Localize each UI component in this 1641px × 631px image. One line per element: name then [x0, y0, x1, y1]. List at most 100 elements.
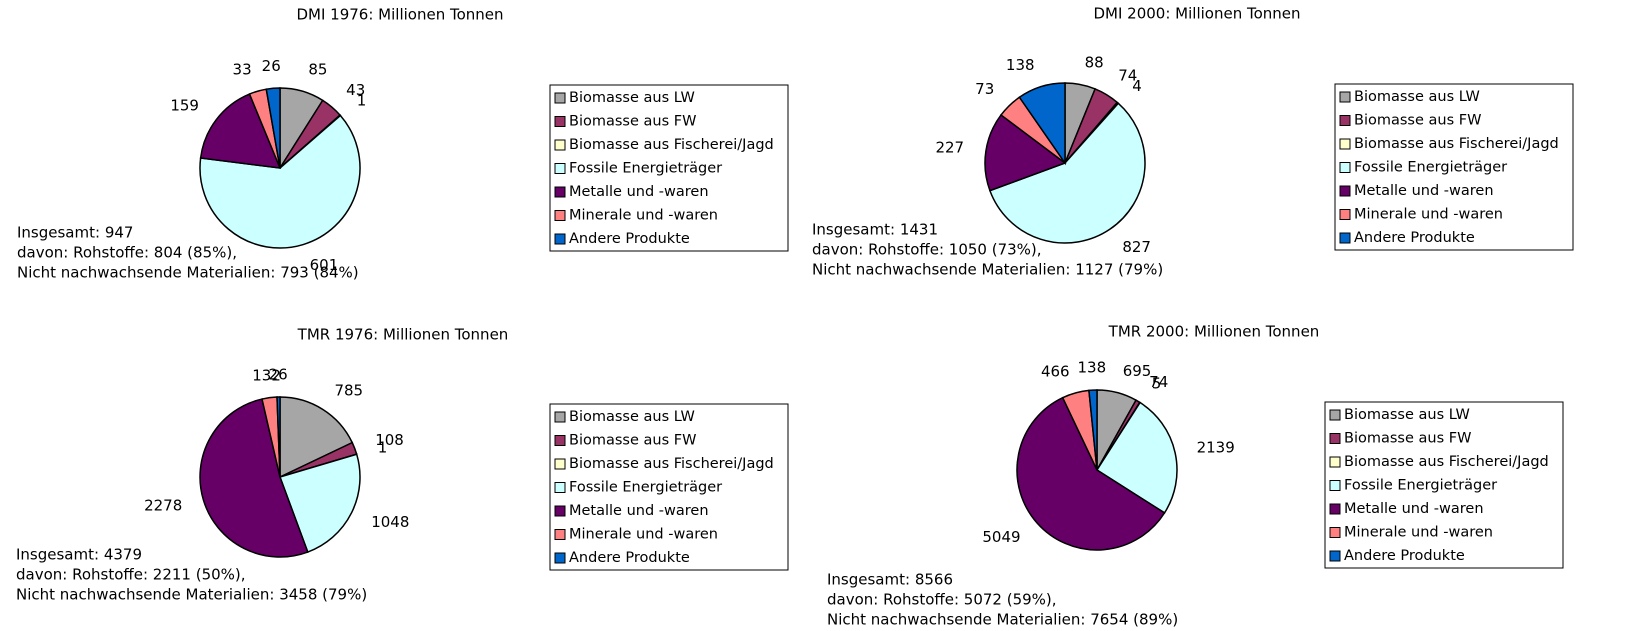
legend-label: Minerale und -waren [569, 208, 718, 224]
slice-label: 227 [935, 139, 964, 157]
legend-swatch [554, 139, 566, 151]
chart-title: DMI 1976: Millionen Tonnen [296, 6, 503, 24]
chart-title: DMI 2000: Millionen Tonnen [1093, 5, 1300, 23]
slice-label: 2139 [1197, 438, 1235, 456]
legend-label: Biomasse aus Fischerei/Jagd [1344, 454, 1549, 470]
slice-label: 1048 [371, 513, 409, 531]
slice-label: 74 [1118, 66, 1137, 84]
legend-label: Biomasse aus FW [1354, 113, 1481, 129]
legend-label: Minerale und -waren [1344, 525, 1493, 541]
legend-label: Andere Produkte [1354, 230, 1475, 246]
legend-label: Andere Produkte [1344, 548, 1465, 564]
legend-swatch [1339, 209, 1351, 220]
legend-label: Andere Produkte [569, 550, 690, 566]
slice-label: 132 [252, 366, 281, 384]
slice-label: 5049 [982, 528, 1020, 546]
legend-swatch [554, 482, 566, 493]
pie-slice [199, 114, 361, 249]
legend-label: Biomasse aus LW [569, 90, 695, 106]
legend-swatch [1329, 480, 1341, 491]
slice-label: 159 [170, 97, 199, 115]
slice-label: 695 [1123, 362, 1152, 380]
legend-swatch [554, 458, 566, 470]
legend-label: Metalle und -waren [1344, 501, 1484, 517]
legend-swatch [554, 552, 566, 564]
slice-label: 108 [375, 431, 404, 449]
legend-label: Biomasse aus LW [1344, 407, 1470, 423]
pie-slice [988, 102, 1146, 244]
annotation: Insgesamt: 4379 [16, 546, 142, 564]
legend-label: Biomasse aus LW [1354, 89, 1480, 105]
legend-box [1334, 83, 1574, 251]
legend-label: Andere Produkte [569, 231, 690, 247]
slice-label: 1 [378, 438, 388, 456]
legend-label: Metalle und -waren [569, 184, 709, 200]
annotation: davon: Rohstoffe: 5072 (59%), [827, 591, 1057, 609]
legend-swatch [1339, 185, 1351, 197]
pie-slice [265, 87, 281, 169]
legend-box [549, 84, 789, 252]
legend-swatch [1329, 550, 1341, 562]
annotation: Insgesamt: 1431 [812, 221, 938, 239]
legend-label: Biomasse aus FW [569, 114, 696, 130]
slice-label: 88 [1085, 53, 1104, 71]
slice-label: 601 [310, 256, 339, 274]
pie-slice [1016, 396, 1166, 551]
slice-label: 33 [233, 61, 252, 79]
legend-swatch [554, 116, 566, 127]
pie-slice [1088, 389, 1098, 471]
legend-label: Biomasse aus Fischerei/Jagd [569, 456, 774, 472]
legend-label: Fossile Energieträger [1344, 478, 1497, 494]
pie-slice [199, 93, 282, 169]
legend-swatch [554, 411, 566, 423]
legend-swatch [1339, 162, 1351, 173]
slice-label: 43 [346, 81, 365, 99]
legend-swatch [554, 92, 566, 104]
chart-title: TMR 1976: Millionen Tonnen [297, 326, 509, 344]
legend-label: Biomasse aus FW [569, 433, 696, 449]
pie-slice [276, 396, 281, 478]
slice-label: 138 [1006, 56, 1035, 74]
legend-label: Metalle und -waren [569, 503, 709, 519]
legend-swatch [1339, 115, 1351, 126]
slice-label: 827 [1122, 238, 1151, 256]
legend-label: Fossile Energieträger [569, 480, 722, 496]
annotation: Nicht nachwachsende Materialien: 793 (84… [17, 264, 359, 282]
legend-label: Minerale und -waren [1354, 207, 1503, 223]
slice-label: 74 [1149, 373, 1168, 391]
legend-label: Biomasse aus FW [1344, 431, 1471, 447]
slice-label: 785 [334, 381, 363, 399]
slice-label: 85 [308, 61, 327, 79]
slice-label: 4 [1132, 77, 1142, 95]
legend-label: Biomasse aus Fischerei/Jagd [569, 137, 774, 153]
annotation: Nicht nachwachsende Materialien: 7654 (8… [827, 611, 1178, 629]
legend-swatch [1339, 232, 1351, 244]
legend-label: Fossile Energieträger [1354, 160, 1507, 176]
slice-label: 2278 [144, 497, 182, 515]
slice-label: 26 [269, 366, 288, 384]
legend-swatch [554, 233, 566, 245]
slice-label: 466 [1041, 362, 1070, 380]
annotation: Insgesamt: 947 [17, 224, 133, 242]
pie-slice [279, 396, 354, 479]
legend-swatch [1329, 433, 1341, 444]
chart-title: TMR 2000: Millionen Tonnen [1108, 323, 1320, 341]
annotation: Nicht nachwachsende Materialien: 1127 (7… [812, 261, 1163, 279]
annotation: Nicht nachwachsende Materialien: 3458 (7… [16, 586, 367, 604]
legend-label: Biomasse aus Fischerei/Jagd [1354, 136, 1559, 152]
legend-swatch [554, 435, 566, 446]
legend-swatch [554, 210, 566, 221]
annotation: Insgesamt: 8566 [827, 571, 953, 589]
legend-box [549, 403, 789, 571]
slice-label: 138 [1078, 359, 1107, 377]
legend-swatch [554, 163, 566, 174]
slice-label: 1 [357, 91, 367, 109]
annotation: davon: Rohstoffe: 2211 (50%), [16, 566, 246, 584]
legend-swatch [1329, 527, 1341, 538]
slice-label: 73 [975, 80, 994, 98]
annotation: davon: Rohstoffe: 804 (85%), [17, 244, 237, 262]
legend-swatch [1329, 456, 1341, 468]
pie-slice [1018, 82, 1066, 166]
legend-swatch [1339, 91, 1351, 103]
